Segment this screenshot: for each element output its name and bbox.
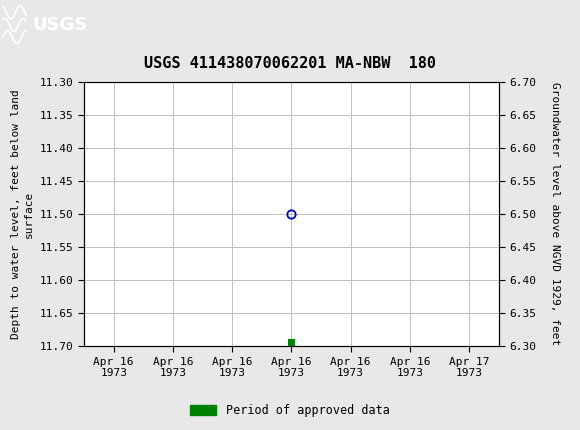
Y-axis label: Depth to water level, feet below land
surface: Depth to water level, feet below land su…	[11, 89, 34, 339]
Text: USGS: USGS	[32, 16, 87, 34]
Y-axis label: Groundwater level above NGVD 1929, feet: Groundwater level above NGVD 1929, feet	[550, 82, 560, 346]
Text: USGS 411438070062201 MA-NBW  180: USGS 411438070062201 MA-NBW 180	[144, 56, 436, 71]
Legend: Period of approved data: Period of approved data	[186, 399, 394, 422]
